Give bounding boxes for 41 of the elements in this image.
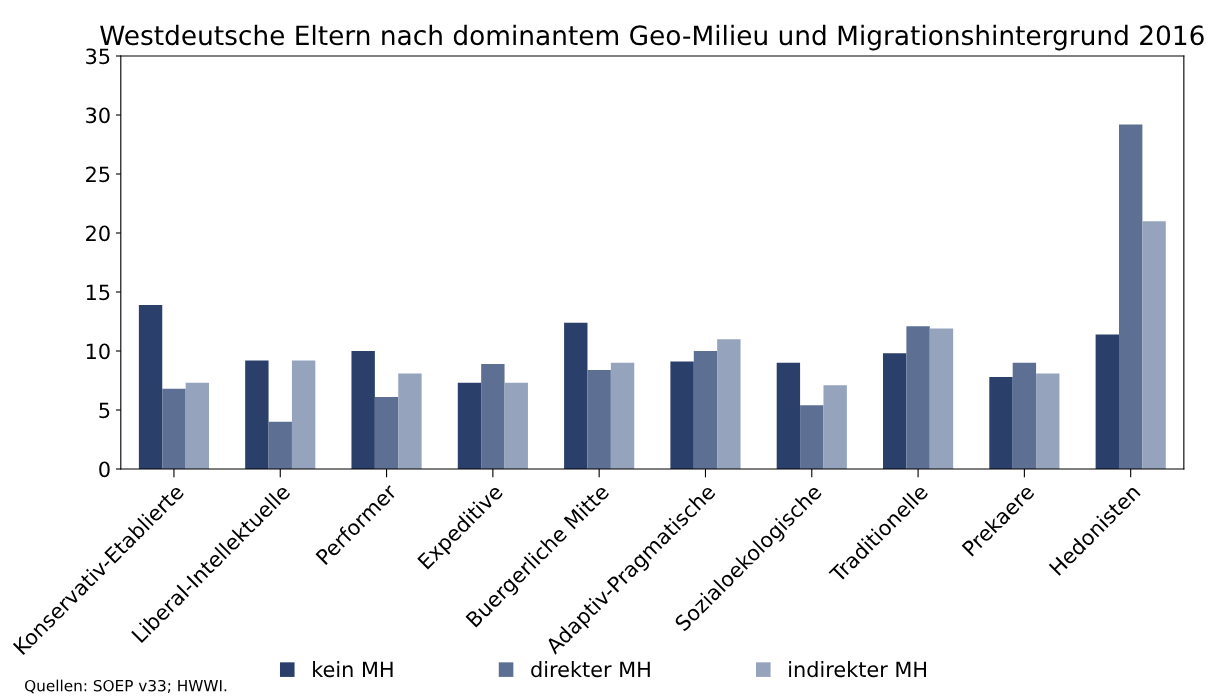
y-tick-label: 20 <box>86 225 110 242</box>
bar <box>989 376 1013 469</box>
bar <box>351 351 375 469</box>
bar <box>1118 124 1143 469</box>
y-tick-label: 5 <box>99 402 110 419</box>
y-tick-label: 10 <box>86 343 110 360</box>
bar <box>162 388 186 469</box>
y-tick-label: 25 <box>86 166 110 183</box>
bar <box>481 363 505 469</box>
bar <box>291 360 316 469</box>
legend-label: indirekter MH <box>789 661 926 678</box>
bar <box>374 397 399 469</box>
bar <box>245 360 269 469</box>
bar <box>906 326 930 469</box>
bar <box>929 328 954 469</box>
bar <box>185 382 210 469</box>
bar <box>693 351 718 469</box>
bar <box>800 405 824 469</box>
bar <box>883 353 907 469</box>
bar <box>610 362 635 469</box>
source-note: Quellen: SOEP v33; HWWI. <box>25 679 227 694</box>
bar <box>587 369 611 469</box>
bar <box>398 373 422 469</box>
bar <box>670 361 694 469</box>
bar <box>1095 334 1119 469</box>
bar <box>1036 373 1060 469</box>
bar <box>138 304 163 469</box>
bar <box>776 362 801 469</box>
bar <box>823 385 847 469</box>
legend-label: direkter MH <box>531 661 650 678</box>
y-tick-label: 30 <box>86 107 110 124</box>
bar <box>564 322 588 469</box>
bar <box>717 339 741 469</box>
legend-label: kein MH <box>313 661 393 678</box>
bar <box>1012 362 1037 469</box>
bar <box>504 382 528 469</box>
bar <box>1142 221 1166 469</box>
y-tick-label: 15 <box>86 284 110 301</box>
bar <box>268 421 292 469</box>
bar <box>457 382 482 469</box>
y-tick-label: 0 <box>99 461 110 478</box>
